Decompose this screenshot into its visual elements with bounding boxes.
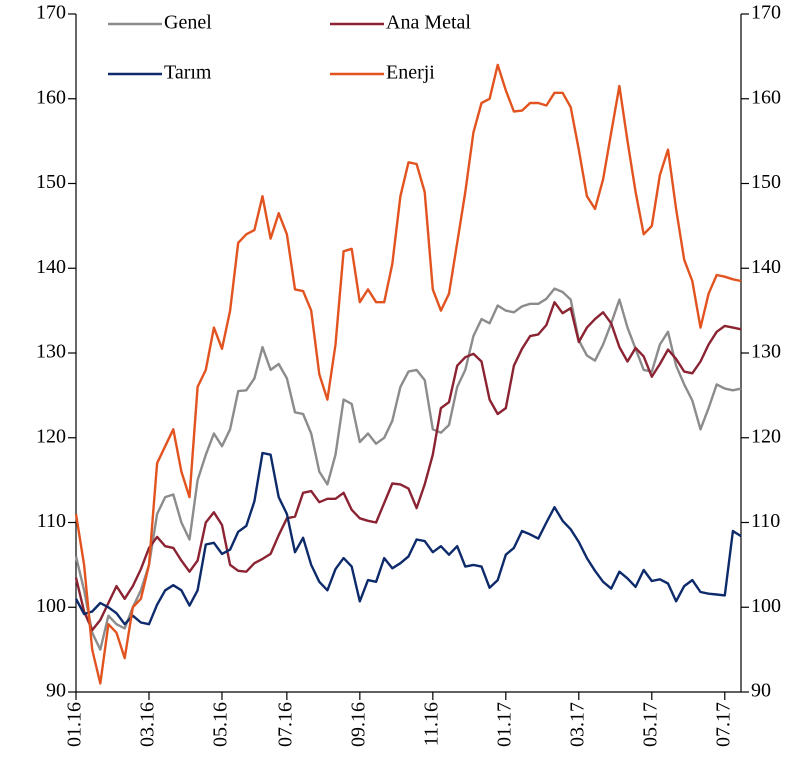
x-tick-label: 07.16: [274, 702, 296, 747]
x-tick-label: 01.17: [493, 702, 515, 747]
legend-label: Ana Metal: [386, 12, 471, 34]
y-tick-label: 160: [36, 86, 66, 108]
y-tick-label: 100: [36, 595, 66, 617]
y-tick-label: 170: [36, 2, 66, 24]
y-tick-label: 130: [36, 341, 66, 363]
y2-tick-label: 100: [751, 595, 781, 617]
y2-tick-label: 140: [751, 256, 781, 278]
y2-tick-label: 120: [751, 425, 781, 447]
x-tick-label: 09.16: [347, 702, 369, 747]
x-tick-label: 03.16: [137, 702, 159, 747]
y-tick-label: 140: [36, 256, 66, 278]
y2-tick-label: 150: [751, 171, 781, 193]
y-tick-label: 110: [37, 510, 66, 532]
x-tick-label: 11.16: [420, 702, 442, 746]
series-line: [74, 451, 742, 626]
y-tick-label: 150: [36, 171, 66, 193]
y2-tick-label: 110: [751, 510, 780, 532]
x-tick-label: 03.17: [566, 702, 588, 747]
y2-tick-label: 160: [751, 86, 781, 108]
x-tick-label: 05.16: [210, 702, 232, 747]
series-line: [74, 287, 742, 651]
y-tick-label: 90: [46, 680, 66, 702]
x-tick-label: 07.17: [712, 702, 734, 747]
legend-label: Genel: [164, 12, 212, 34]
y2-tick-label: 130: [751, 341, 781, 363]
series-line: [74, 63, 742, 685]
y2-tick-label: 170: [751, 2, 781, 24]
legend-label: Tarım: [164, 62, 212, 84]
x-tick-label: 01.16: [64, 702, 86, 747]
y2-tick-label: 90: [751, 680, 771, 702]
legend-label: Enerji: [386, 62, 435, 84]
series-line: [74, 301, 742, 632]
y-tick-label: 120: [36, 425, 66, 447]
x-tick-label: 05.17: [639, 702, 661, 747]
